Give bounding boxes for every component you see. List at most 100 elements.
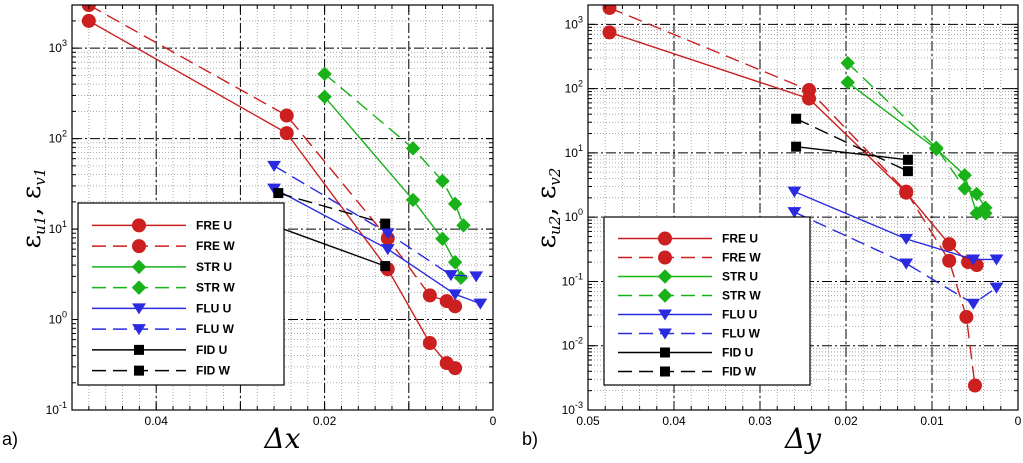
- data-point-flu-w: [380, 228, 395, 240]
- legend-marker: [658, 231, 672, 246]
- legend-label: FRE W: [196, 239, 235, 253]
- legend-marker: [658, 309, 672, 321]
- x-tick-label: 0: [1015, 414, 1022, 428]
- data-point-str-w: [456, 218, 471, 233]
- data-point-fid-w: [902, 166, 913, 177]
- data-point-flu-u: [380, 244, 395, 256]
- y-axis-separator: , ε: [17, 186, 47, 216]
- data-point-fre-w: [602, 5, 617, 15]
- legend-marker: [132, 239, 146, 254]
- y-tick-exponent: -3: [575, 400, 583, 410]
- y-tick-exponent: -1: [575, 271, 583, 281]
- legend-marker: [657, 288, 673, 303]
- data-point-fid-u: [380, 261, 391, 272]
- y-axis-subscript: u1: [31, 216, 49, 235]
- y-tick-label: 10-3: [562, 400, 583, 417]
- data-point-fre-w: [279, 108, 294, 123]
- y-tick-label: 101: [49, 219, 67, 236]
- y-axis-subscript: u2: [546, 216, 564, 235]
- y-tick-base: 10: [49, 132, 63, 146]
- y-tick-base: 10: [562, 403, 576, 417]
- y-tick-exponent: 0: [578, 207, 583, 217]
- legend-marker: [132, 303, 146, 315]
- legend-marker: [134, 365, 144, 376]
- data-point-flu-w: [267, 160, 281, 172]
- data-point-str-w: [957, 181, 972, 196]
- legend-marker: [132, 324, 146, 336]
- plot-frame: [587, 4, 1019, 411]
- data-point-fid-w: [273, 188, 284, 199]
- data-point-fre-w: [422, 288, 437, 303]
- x-tick-label: 0.03: [748, 414, 772, 428]
- data-point-str-u: [405, 192, 421, 208]
- data-point-str-w: [317, 66, 332, 82]
- data-point-str-w: [969, 186, 984, 202]
- data-point-flu-u: [787, 186, 802, 198]
- y-tick-exponent: 3: [62, 38, 67, 48]
- y-tick-label: 10-1: [562, 271, 583, 288]
- series-line-fre-w: [88, 5, 456, 307]
- series-line-flu-w: [273, 165, 477, 278]
- y-axis-symbol: ε: [532, 235, 562, 248]
- data-point-flu-u: [899, 233, 914, 245]
- data-point-str-w: [435, 173, 450, 189]
- y-tick-label: 101: [565, 143, 583, 160]
- legend-marker: [658, 250, 672, 265]
- series-group: [602, 5, 1004, 393]
- y-tick-base: 10: [49, 41, 63, 55]
- data-point-fre-u: [279, 126, 294, 141]
- data-point-str-w: [840, 55, 855, 71]
- data-point-flu-u: [989, 254, 1004, 266]
- y-tick-base: 10: [565, 146, 579, 160]
- legend-label: FID W: [722, 365, 757, 379]
- data-point-fid-w: [380, 218, 391, 229]
- panel-label: a): [2, 429, 18, 449]
- y-tick-base: 10: [49, 222, 63, 236]
- y-tick-label: 100: [49, 310, 67, 327]
- data-point-flu-w: [787, 207, 802, 219]
- panel-label: b): [522, 429, 538, 449]
- series-line-flu-u: [273, 187, 481, 305]
- y-tick-exponent: 3: [578, 14, 583, 24]
- legend: FRE U FRE W STR U STR W FLU U FLU W FID U FID W: [603, 216, 811, 386]
- x-tick-label: 0.04: [662, 414, 686, 428]
- legend-marker: [131, 280, 147, 295]
- data-point-str-w: [978, 200, 993, 215]
- data-point-flu-w: [469, 271, 484, 283]
- y-tick-label: 102: [49, 129, 67, 146]
- data-point-str-u: [435, 231, 450, 247]
- data-point-fre-w: [959, 309, 974, 324]
- y-tick-label: 10-1: [46, 400, 67, 417]
- legend-label: FLU W: [196, 322, 235, 336]
- data-point-str-w: [929, 140, 944, 156]
- legend-marker: [134, 344, 144, 355]
- legend-label: FRE W: [722, 251, 761, 265]
- series-line-fid-w: [278, 192, 386, 225]
- data-point-fre-u: [448, 361, 463, 376]
- data-point-flu-u: [448, 289, 463, 301]
- y-tick-label: 100: [565, 207, 583, 224]
- legend-box: [77, 202, 285, 386]
- legend-marker: [132, 218, 146, 233]
- y-tick-exponent: 1: [62, 219, 67, 229]
- data-point-fid-u: [902, 154, 913, 165]
- legend-marker: [660, 347, 670, 358]
- plot-frame: [71, 4, 494, 411]
- x-axis-label: Δy: [784, 422, 822, 455]
- x-tick-label: 0.01: [920, 414, 944, 428]
- data-point-flu-w: [899, 258, 914, 270]
- legend-label: STR W: [722, 289, 761, 303]
- y-tick-base: 10: [562, 339, 576, 353]
- legend-label: FRE U: [722, 232, 758, 246]
- data-point-fre-w: [968, 378, 982, 393]
- y-tick-exponent: -1: [59, 400, 67, 410]
- y-axis-subscript: v1: [31, 168, 49, 186]
- legend-label: FID U: [722, 346, 753, 360]
- data-point-flu-w: [989, 282, 1004, 294]
- y-axis-label: εu1, εv1: [17, 168, 49, 249]
- y-tick-exponent: 2: [62, 129, 67, 139]
- data-point-fid-u: [791, 141, 802, 152]
- data-point-flu-u: [473, 298, 488, 310]
- y-tick-label: 103: [49, 38, 67, 55]
- x-axis-label: Δx: [263, 422, 300, 455]
